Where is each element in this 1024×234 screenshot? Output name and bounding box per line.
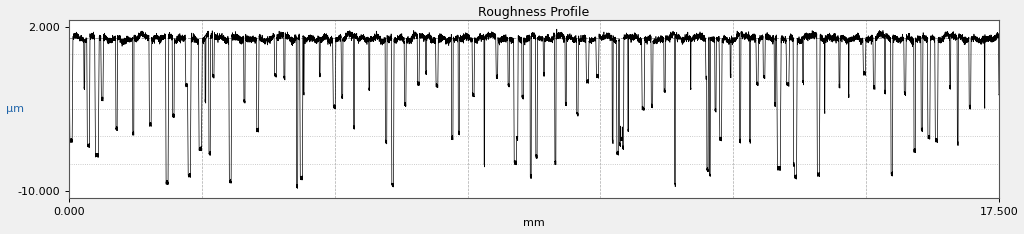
Y-axis label: μm: μm	[5, 104, 24, 114]
Title: Roughness Profile: Roughness Profile	[478, 6, 590, 18]
X-axis label: mm: mm	[523, 219, 545, 228]
